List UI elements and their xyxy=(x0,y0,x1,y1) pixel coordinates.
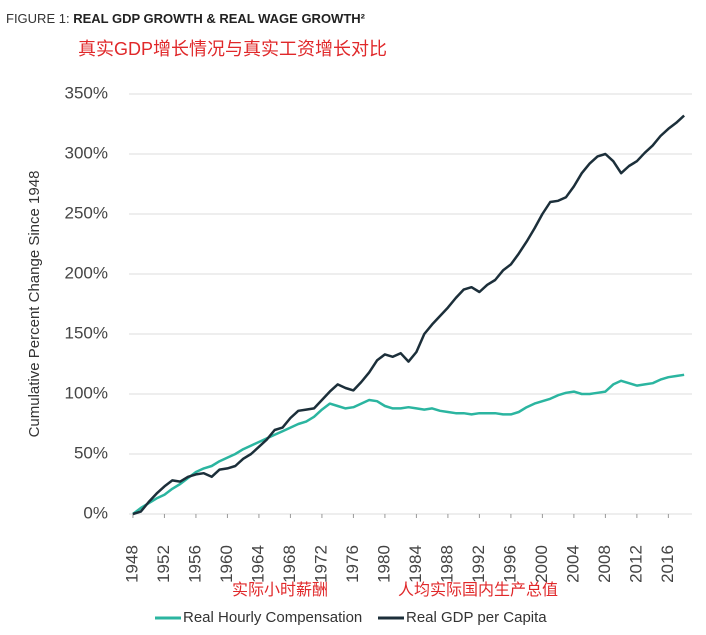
y-tick-label: 300% xyxy=(65,143,108,162)
x-tick-label: 2000 xyxy=(532,545,551,583)
x-tick-label: 2008 xyxy=(595,545,614,583)
x-tick-label: 1964 xyxy=(248,545,267,583)
y-tick-label: 0% xyxy=(83,503,108,522)
x-tick-label: 1976 xyxy=(343,545,362,583)
x-tick-label: 1992 xyxy=(469,545,488,583)
legend-label: Real Hourly Compensation xyxy=(183,609,362,626)
x-tick-label: 1968 xyxy=(280,545,299,583)
y-tick-label: 50% xyxy=(74,443,108,462)
x-tick-label: 2012 xyxy=(626,545,645,583)
legend-label: Real GDP per Capita xyxy=(406,609,547,626)
x-tick-label: 1956 xyxy=(185,545,204,583)
x-tick-label: 1996 xyxy=(500,545,519,583)
x-tick-label: 1980 xyxy=(374,545,393,583)
x-tick-label: 1948 xyxy=(122,545,141,583)
chart-subtitle: 真实GDP增长情况与真实工资增长对比 xyxy=(78,39,387,59)
annotation: 实际小时薪酬 xyxy=(232,581,328,599)
y-tick-label: 150% xyxy=(65,323,108,342)
y-tick-label: 350% xyxy=(65,83,108,102)
figure-label: FIGURE 1: xyxy=(6,11,70,26)
chart-title: FIGURE 1: REAL GDP GROWTH & REAL WAGE GR… xyxy=(6,11,366,26)
x-tick-label: 1960 xyxy=(217,545,236,583)
y-tick-label: 250% xyxy=(65,203,108,222)
x-tick-label: 2004 xyxy=(563,545,582,583)
y-axis-label: Cumulative Percent Change Since 1948 xyxy=(26,171,43,438)
x-tick-label: 1988 xyxy=(437,545,456,583)
series-line xyxy=(132,373,685,515)
y-tick-label: 100% xyxy=(65,383,108,402)
x-tick-label: 1952 xyxy=(154,545,173,583)
annotation: 人均实际国内生产总值 xyxy=(398,581,558,599)
series-line xyxy=(132,114,685,516)
x-tick-label: 1972 xyxy=(311,545,330,583)
title-text: REAL GDP GROWTH & REAL WAGE GROWTH² xyxy=(73,11,365,26)
y-tick-label: 200% xyxy=(65,263,108,282)
x-tick-label: 1984 xyxy=(406,545,425,583)
x-tick-label: 2016 xyxy=(658,545,677,583)
